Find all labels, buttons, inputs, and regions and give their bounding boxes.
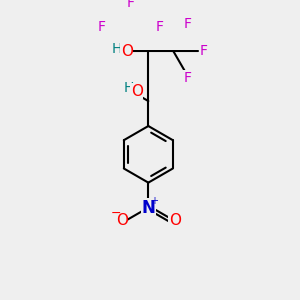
Text: H: H xyxy=(124,81,134,95)
Text: O: O xyxy=(116,213,128,228)
Text: F: F xyxy=(127,0,135,11)
Text: F: F xyxy=(98,20,106,34)
Text: F: F xyxy=(184,17,191,32)
Text: O: O xyxy=(121,44,133,59)
Text: −: − xyxy=(111,207,121,220)
Text: O: O xyxy=(169,213,181,228)
Text: +: + xyxy=(150,196,158,206)
Text: H: H xyxy=(112,42,122,56)
Text: F: F xyxy=(199,44,207,58)
Text: N: N xyxy=(141,199,155,217)
Text: O: O xyxy=(131,84,143,99)
Text: F: F xyxy=(184,71,191,85)
Text: F: F xyxy=(156,20,164,34)
